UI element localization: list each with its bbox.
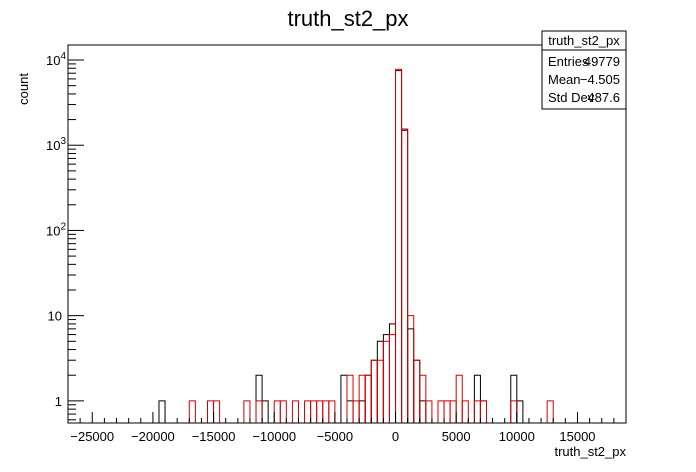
x-tick-label: −10000 (252, 429, 296, 444)
x-tick-label: 10000 (499, 429, 535, 444)
histogram-bin (479, 400, 487, 423)
histogram-bin (419, 400, 427, 423)
histogram-bin (358, 374, 366, 423)
stats-box-title: truth_st2_px (548, 33, 620, 48)
histogram-bin (291, 400, 299, 423)
histogram-bin (407, 315, 415, 423)
histogram-bin (304, 400, 312, 423)
x-tick-label: 0 (392, 429, 399, 444)
stats-stddev-value: 487.6 (587, 90, 620, 105)
histogram-bin (376, 340, 384, 423)
histogram-bin (413, 359, 421, 423)
x-tick-label: −5000 (317, 429, 354, 444)
histogram-bin (546, 400, 554, 423)
histogram-bin (364, 374, 372, 423)
histogram-bin (346, 400, 354, 423)
histogram-bin (322, 400, 330, 423)
histogram-bin (328, 400, 336, 423)
histogram-bin (255, 400, 263, 423)
stats-mean-label: Mean (548, 72, 581, 87)
histogram-bin (510, 374, 518, 423)
histogram-bin (437, 400, 445, 423)
histogram-bin (382, 340, 390, 423)
histogram-bin (455, 374, 463, 423)
histogram-bin (407, 328, 415, 423)
histogram-bin (255, 374, 263, 423)
histogram-bin (207, 400, 215, 423)
x-tick-label: 15000 (559, 429, 595, 444)
histogram-bin (473, 374, 481, 423)
histogram-bin (370, 359, 378, 423)
histogram-bin (188, 400, 196, 423)
stats-entries-value: 49779 (584, 54, 620, 69)
histogram-bin (413, 359, 421, 423)
histogram-bin (340, 374, 348, 423)
histogram-bin (358, 400, 366, 423)
stats-entries-label: Entries (548, 54, 589, 69)
y-tick-label: 103 (46, 136, 66, 153)
histogram-bin (425, 400, 433, 423)
plot-frame (67, 44, 627, 424)
histogram-bin (395, 68, 403, 423)
histogram-bin (273, 400, 281, 423)
histogram-bin (388, 323, 397, 423)
x-tick-label: −20000 (131, 429, 175, 444)
histogram-bin (473, 400, 481, 423)
histogram-bin (279, 400, 287, 423)
chart-title: truth_st2_px (287, 6, 408, 31)
x-tick-label: 5000 (442, 429, 471, 444)
y-tick-label: 102 (46, 221, 66, 238)
histogram-bin (382, 334, 390, 423)
stats-stddev-label: Std Dev (548, 90, 595, 105)
histogram-bin (213, 400, 221, 423)
histogram-bin (310, 400, 318, 423)
histogram-bin (479, 400, 487, 423)
histogram-series-group (158, 68, 554, 423)
histogram-bin (401, 129, 409, 423)
y-tick-label: 1 (55, 394, 62, 409)
histogram-bin (316, 400, 324, 423)
histogram-bin (419, 374, 427, 423)
histogram-series-0 (158, 70, 524, 423)
histogram-bin (449, 400, 457, 423)
histogram-bin (388, 334, 397, 423)
histogram-bin (364, 374, 372, 423)
stats-mean-value: −4.505 (580, 72, 620, 87)
axes-group: −25000 −20000 −15000 −10000 −5000 0 5000 10000 1… (46, 51, 627, 444)
histogram-bin (158, 400, 166, 423)
histogram-bin (443, 400, 451, 423)
y-axis-label: count (16, 73, 31, 105)
y-tick-label: 10 (48, 309, 62, 324)
histogram-bin (352, 400, 360, 423)
stats-box-frame (541, 30, 627, 110)
histogram-bin (395, 70, 403, 423)
histogram-series-1 (188, 68, 554, 423)
histogram-bin (346, 374, 354, 423)
x-axis-label: truth_st2_px (554, 444, 626, 459)
x-tick-label: −25000 (70, 429, 114, 444)
histogram-bin (243, 400, 251, 423)
histogram-bin (461, 400, 469, 423)
histogram-bin (401, 128, 409, 423)
histogram-bin (510, 400, 518, 423)
stats-box: truth_st2_px Entries 49779 Mean −4.505 S… (541, 30, 627, 110)
x-tick-label: −15000 (192, 429, 236, 444)
y-tick-label: 104 (46, 51, 66, 68)
histogram-bin (370, 359, 378, 423)
histogram-bin (516, 400, 524, 423)
histogram-bin (261, 400, 269, 423)
histogram-bin (376, 359, 384, 423)
